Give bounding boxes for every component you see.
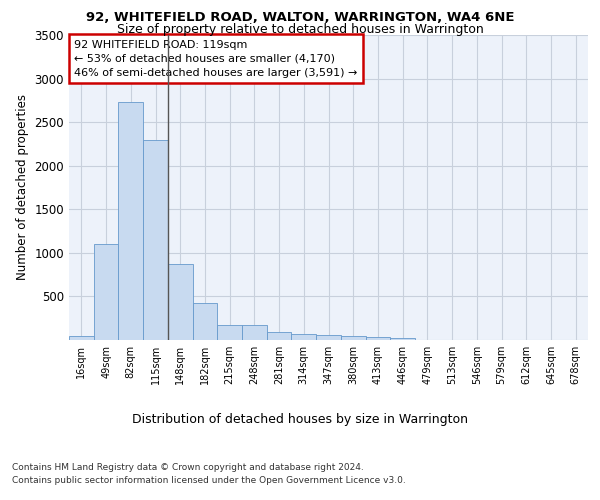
Bar — [267, 332, 292, 340]
Bar — [390, 338, 415, 340]
Bar — [143, 140, 168, 340]
Bar — [316, 335, 341, 340]
Bar — [365, 338, 390, 340]
Bar — [217, 325, 242, 340]
Text: Size of property relative to detached houses in Warrington: Size of property relative to detached ho… — [116, 22, 484, 36]
Text: 92 WHITEFIELD ROAD: 119sqm
← 53% of detached houses are smaller (4,170)
46% of s: 92 WHITEFIELD ROAD: 119sqm ← 53% of deta… — [74, 40, 358, 78]
Bar — [242, 325, 267, 340]
Bar — [69, 336, 94, 340]
Y-axis label: Number of detached properties: Number of detached properties — [16, 94, 29, 280]
Bar — [94, 244, 118, 340]
Text: 92, WHITEFIELD ROAD, WALTON, WARRINGTON, WA4 6NE: 92, WHITEFIELD ROAD, WALTON, WARRINGTON,… — [86, 11, 514, 24]
Text: Contains public sector information licensed under the Open Government Licence v3: Contains public sector information licen… — [12, 476, 406, 485]
Bar — [168, 264, 193, 340]
Text: Contains HM Land Registry data © Crown copyright and database right 2024.: Contains HM Land Registry data © Crown c… — [12, 462, 364, 471]
Bar — [341, 336, 365, 340]
Bar — [292, 334, 316, 340]
Text: Distribution of detached houses by size in Warrington: Distribution of detached houses by size … — [132, 412, 468, 426]
Bar — [118, 102, 143, 340]
Bar — [193, 302, 217, 340]
